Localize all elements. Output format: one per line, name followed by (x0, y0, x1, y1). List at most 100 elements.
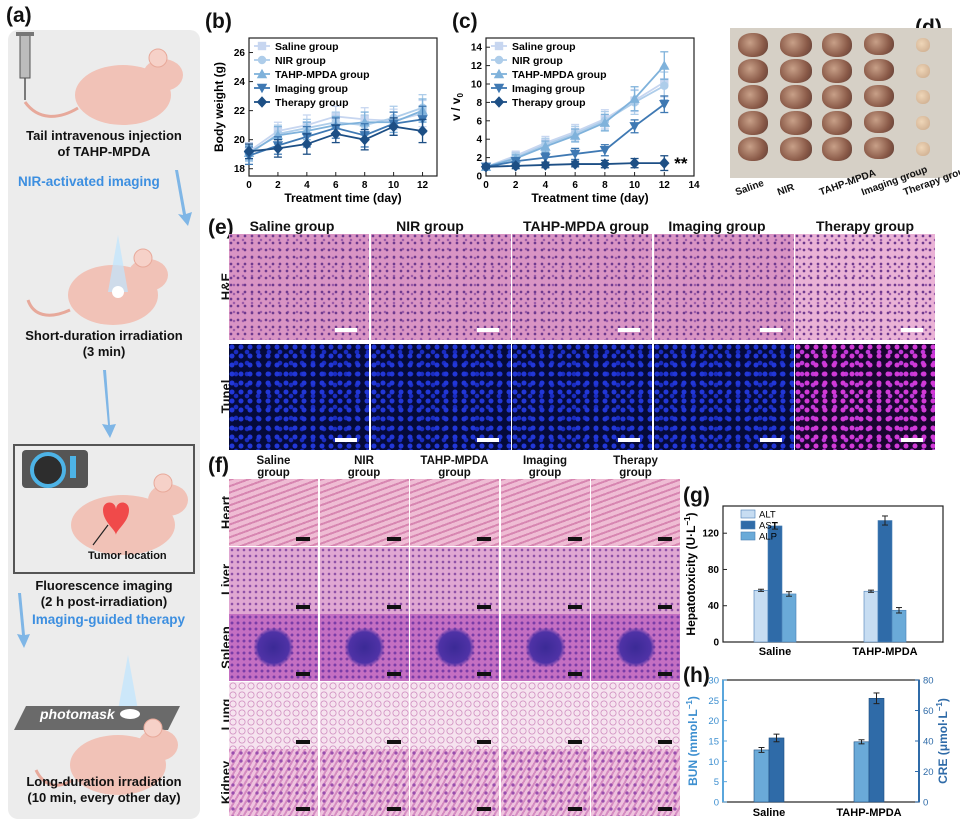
step-3-text: Fluorescence imaging (2 h post-irradiati… (8, 578, 200, 610)
tumor-sample (916, 90, 930, 104)
bar (891, 609, 907, 643)
data-point (569, 130, 581, 140)
legend-label: TAHP-MPDA group (512, 69, 607, 81)
left-tick-label: 20 (708, 716, 719, 727)
step-1-line-2: of TAHP-MPDA (57, 144, 151, 159)
scale-bar (658, 807, 672, 811)
data-point (540, 153, 551, 163)
scale-bar (476, 328, 499, 332)
right-tick-label: 40 (923, 737, 934, 748)
scale-bar (901, 328, 923, 332)
legend-label: TAHP-MPDA group (275, 69, 370, 81)
panel-label-a: (a) (6, 4, 32, 27)
y-tick-label: 20 (234, 135, 246, 146)
down-arrow-icon-2 (102, 370, 116, 438)
legend-marker (494, 55, 504, 65)
step-2-text: Short-duration irradiation (3 min) (8, 328, 200, 360)
scale-bar (386, 537, 401, 541)
x-tick-label: 2 (275, 180, 281, 191)
left-axis-label-tail: ) (686, 696, 700, 700)
legend-label: NIR group (275, 55, 326, 67)
down-arrow-icon-1 (175, 170, 192, 226)
tumor-sample (916, 38, 930, 52)
scale-bar (759, 328, 782, 332)
bar (753, 590, 769, 643)
plot-frame (248, 37, 438, 177)
step-4-line-2: (10 min, every other day) (27, 790, 181, 805)
y-tick-label: 6 (476, 116, 482, 127)
spleen-tissue-image (319, 614, 409, 681)
f-group-title-line-1: TAHP-MPDA (420, 455, 489, 467)
x-tick-label: 4 (304, 180, 310, 191)
scale-bar (567, 807, 582, 811)
he-stain-image (795, 234, 935, 340)
liver-tissue-image (410, 546, 499, 614)
left-tick-label: 10 (708, 757, 719, 768)
kidney-tissue-image (500, 749, 590, 816)
y-tick-label: 18 (234, 164, 246, 175)
legend-label: Saline group (512, 41, 576, 53)
scale-bar (477, 537, 491, 541)
data-point (599, 146, 611, 156)
y-axis-label: Body weight (g) (212, 62, 226, 152)
tumor-sample (738, 137, 768, 161)
category-label: Saline (753, 807, 785, 819)
tumor-sample (780, 33, 812, 57)
mouse-1-illustration (23, 48, 183, 125)
right-axis-label: CRE (μmol·L−1) (935, 698, 950, 784)
bar (781, 593, 797, 643)
tumor-sample (864, 85, 894, 107)
left-tick-label: 15 (708, 737, 719, 748)
f-group-title-line-1: NIR (354, 455, 374, 467)
tumor-sample (864, 33, 894, 55)
legend-label: Saline group (275, 41, 339, 53)
data-point (629, 157, 640, 169)
scale-bar (386, 604, 401, 609)
tumor-sample (780, 137, 812, 161)
tumor-sample (822, 137, 852, 161)
scale-bar (296, 739, 310, 744)
f-group-title: Imaging group (497, 455, 594, 479)
tumor-grid (736, 32, 946, 172)
syringe-icon (16, 32, 34, 100)
x-tick-label: 8 (602, 180, 608, 191)
tumor-group-label: NIR (776, 182, 796, 199)
imaging-guided-label: Imaging-guided therapy (32, 612, 186, 627)
y-axis-label-tail: ) (684, 512, 698, 516)
tunel-stain-image (512, 344, 652, 450)
f-group-title: Saline group (225, 455, 322, 479)
tumor-sample (916, 116, 930, 130)
y-tick-label: 26 (234, 48, 246, 59)
lung-tissue-image (410, 681, 499, 749)
x-tick-label: 12 (417, 180, 429, 191)
mouse-4-illustration (34, 718, 178, 795)
lung-tissue-image (591, 681, 680, 749)
right-axis-label-sup: −1 (935, 702, 944, 712)
scale-bar (567, 672, 582, 676)
y-tick-label: 80 (708, 565, 720, 576)
scale-bar (658, 739, 672, 744)
f-group-title-line-2: group (347, 467, 381, 479)
legend-marker (257, 55, 267, 65)
right-tick-label: 20 (923, 767, 934, 778)
y-axis-label: Hepatotoxicity (U·L−1) (683, 512, 698, 635)
scale-bar (618, 328, 640, 332)
scale-bar (477, 807, 491, 811)
plot-frame (722, 505, 944, 643)
left-tick-label: 30 (708, 676, 719, 687)
tumor-sample (780, 59, 812, 83)
left-axis-label: BUN (mmol·L−1) (685, 696, 700, 786)
plot-frame (485, 37, 695, 177)
scale-bar (567, 739, 582, 744)
heart-tissue-image (410, 479, 499, 546)
scale-bar (476, 438, 499, 442)
tunel-stain-image (653, 344, 794, 450)
x-tick-label: 0 (483, 180, 489, 191)
nir-activated-label: NIR-activated imaging (18, 174, 160, 189)
liver-tissue-image (591, 546, 680, 614)
bar (767, 525, 783, 643)
left-axis-label-sup: −1 (685, 700, 694, 710)
e-group-title: TAHP-MPDA group (523, 218, 649, 234)
step-1-line-1: Tail intravenous injection (26, 128, 182, 143)
data-point (599, 117, 611, 127)
